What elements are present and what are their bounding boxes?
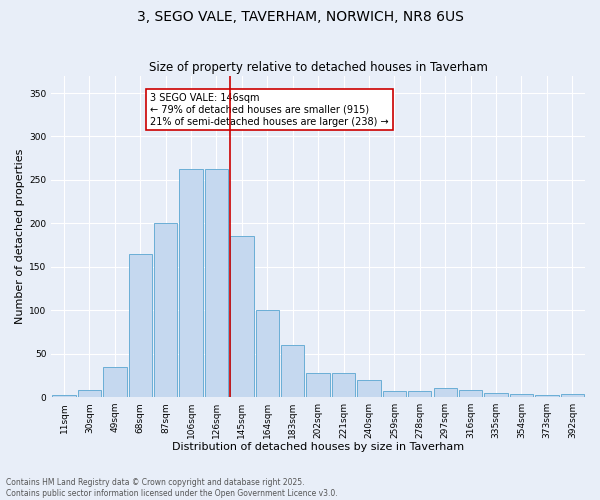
Bar <box>205 168 228 397</box>
Bar <box>484 393 508 397</box>
Y-axis label: Number of detached properties: Number of detached properties <box>15 148 25 324</box>
Text: 3, SEGO VALE, TAVERHAM, NORWICH, NR8 6US: 3, SEGO VALE, TAVERHAM, NORWICH, NR8 6US <box>137 10 463 24</box>
Bar <box>510 394 533 397</box>
Bar <box>459 390 482 397</box>
Title: Size of property relative to detached houses in Taverham: Size of property relative to detached ho… <box>149 62 488 74</box>
Bar <box>560 394 584 397</box>
Bar <box>408 391 431 397</box>
Bar <box>434 388 457 397</box>
Bar <box>332 373 355 397</box>
Bar <box>52 396 76 397</box>
Bar <box>128 254 152 397</box>
Bar <box>256 310 279 397</box>
Bar <box>154 224 178 397</box>
X-axis label: Distribution of detached houses by size in Taverham: Distribution of detached houses by size … <box>172 442 464 452</box>
Text: Contains HM Land Registry data © Crown copyright and database right 2025.
Contai: Contains HM Land Registry data © Crown c… <box>6 478 338 498</box>
Bar <box>103 366 127 397</box>
Bar <box>179 168 203 397</box>
Bar <box>535 396 559 397</box>
Text: 3 SEGO VALE: 146sqm
← 79% of detached houses are smaller (915)
21% of semi-detac: 3 SEGO VALE: 146sqm ← 79% of detached ho… <box>150 94 389 126</box>
Bar <box>78 390 101 397</box>
Bar <box>357 380 380 397</box>
Bar <box>307 373 330 397</box>
Bar <box>230 236 254 397</box>
Bar <box>383 391 406 397</box>
Bar <box>281 345 304 397</box>
